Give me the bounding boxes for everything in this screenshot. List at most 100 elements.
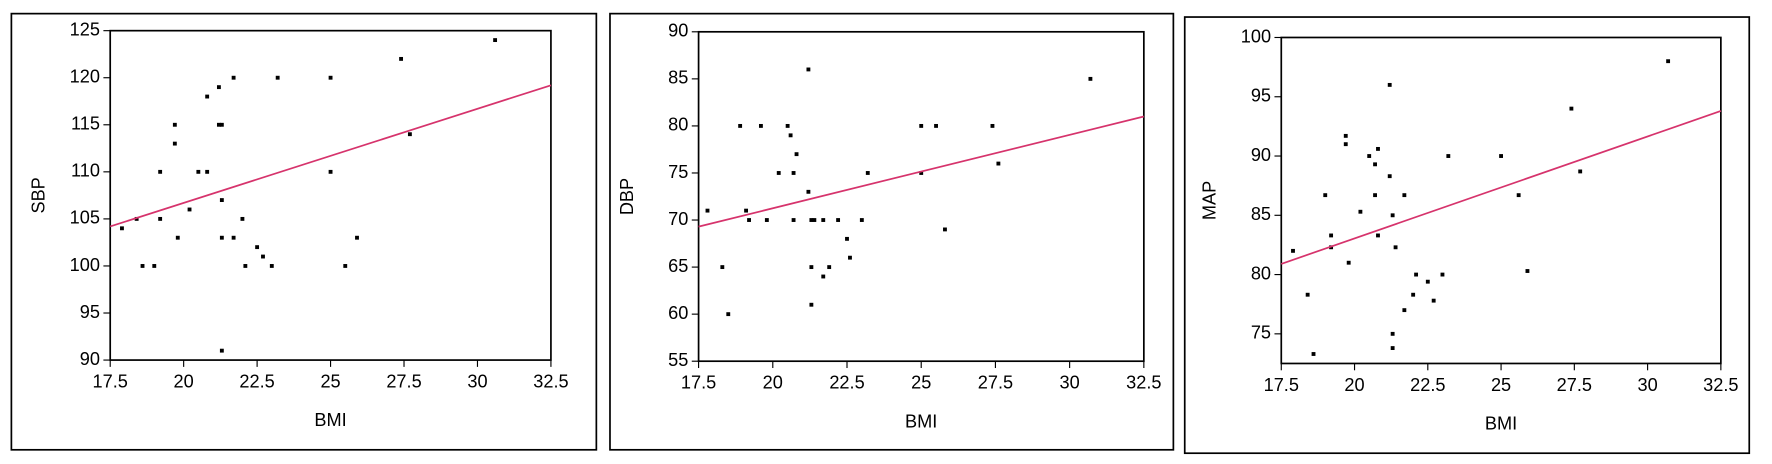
point — [812, 218, 817, 222]
point — [261, 254, 265, 259]
point — [275, 75, 280, 80]
x-tick-label: 27.5 — [1557, 375, 1592, 395]
point — [328, 169, 333, 174]
point — [1414, 272, 1419, 277]
point — [152, 264, 157, 268]
point — [934, 123, 938, 128]
y-tick-label: 80 — [1251, 263, 1271, 283]
point — [219, 235, 224, 240]
point — [990, 123, 995, 128]
point — [205, 169, 210, 174]
point — [1402, 193, 1407, 198]
point — [791, 218, 796, 222]
point — [1373, 162, 1377, 167]
point — [1440, 272, 1445, 277]
point — [1376, 146, 1380, 151]
point — [747, 218, 751, 222]
point — [764, 218, 769, 222]
y-tick-label: 55 — [668, 350, 688, 370]
point — [809, 218, 814, 222]
x-tick-label: 22.5 — [1410, 375, 1445, 395]
point — [205, 94, 210, 99]
point — [791, 171, 796, 175]
point — [219, 348, 224, 353]
y-tick-label: 90 — [668, 21, 688, 41]
x-tick-label: 30 — [1637, 375, 1657, 395]
point — [140, 264, 145, 268]
x-axis-label: BMI — [1485, 414, 1517, 434]
fit-line — [109, 84, 552, 228]
point — [1446, 154, 1451, 158]
point — [1666, 59, 1671, 64]
point — [1088, 76, 1093, 81]
point — [240, 216, 245, 221]
point — [1425, 279, 1430, 284]
point — [1525, 269, 1530, 273]
point — [493, 38, 498, 43]
plot-area — [109, 29, 552, 361]
point — [744, 208, 749, 213]
point — [865, 171, 870, 175]
y-tick-label: 75 — [668, 162, 688, 182]
point — [788, 133, 793, 138]
panel-frame — [1183, 16, 1751, 455]
point — [1323, 193, 1328, 198]
point — [821, 274, 826, 279]
point — [219, 198, 224, 203]
point — [836, 218, 841, 222]
point — [1516, 193, 1521, 198]
point — [1376, 233, 1380, 238]
point — [1329, 233, 1334, 238]
point — [1402, 308, 1407, 313]
point — [859, 218, 864, 222]
y-tick-label: 100 — [1241, 26, 1271, 46]
point — [328, 75, 333, 80]
point — [216, 122, 221, 127]
y-tick-label: 90 — [80, 349, 100, 369]
y-axis-label: SBP — [29, 177, 49, 213]
point — [269, 264, 274, 268]
x-axis-label: BMI — [905, 411, 937, 431]
point — [919, 171, 924, 175]
point — [187, 207, 192, 212]
y-tick-label: 105 — [70, 208, 100, 228]
point — [407, 132, 412, 137]
point — [1346, 260, 1351, 265]
point — [355, 235, 359, 240]
point — [343, 264, 348, 268]
point — [720, 265, 725, 270]
point — [943, 227, 947, 232]
y-tick-label: 100 — [70, 255, 100, 275]
x-tick-label: 30 — [467, 372, 487, 392]
x-tick-label: 17.5 — [681, 373, 716, 393]
plot-area — [1280, 36, 1722, 365]
point — [1387, 82, 1392, 87]
y-tick-label: 60 — [668, 303, 688, 323]
x-tick-label: 20 — [174, 372, 194, 392]
point — [1373, 193, 1377, 198]
point — [1311, 352, 1316, 356]
x-tick-label: 32.5 — [1703, 375, 1738, 395]
x-tick-label: 22.5 — [829, 373, 864, 393]
y-tick-label: 95 — [80, 302, 100, 322]
point — [806, 67, 811, 72]
point — [794, 152, 799, 157]
point — [1390, 346, 1395, 350]
y-tick-label: 65 — [668, 256, 688, 276]
point — [996, 161, 1001, 166]
point — [1367, 154, 1372, 158]
point — [158, 216, 163, 221]
point — [172, 122, 177, 127]
point — [726, 312, 731, 317]
panel-frame — [10, 12, 598, 451]
point — [120, 226, 124, 231]
point — [1390, 213, 1395, 218]
x-tick-label: 25 — [1491, 375, 1511, 395]
point — [806, 189, 811, 194]
point — [1390, 331, 1395, 336]
y-tick-label: 75 — [1251, 323, 1271, 343]
fit-line — [698, 115, 1145, 228]
point — [821, 218, 826, 222]
y-axis-label: DBP — [617, 178, 637, 215]
y-tick-label: 95 — [1251, 86, 1271, 106]
